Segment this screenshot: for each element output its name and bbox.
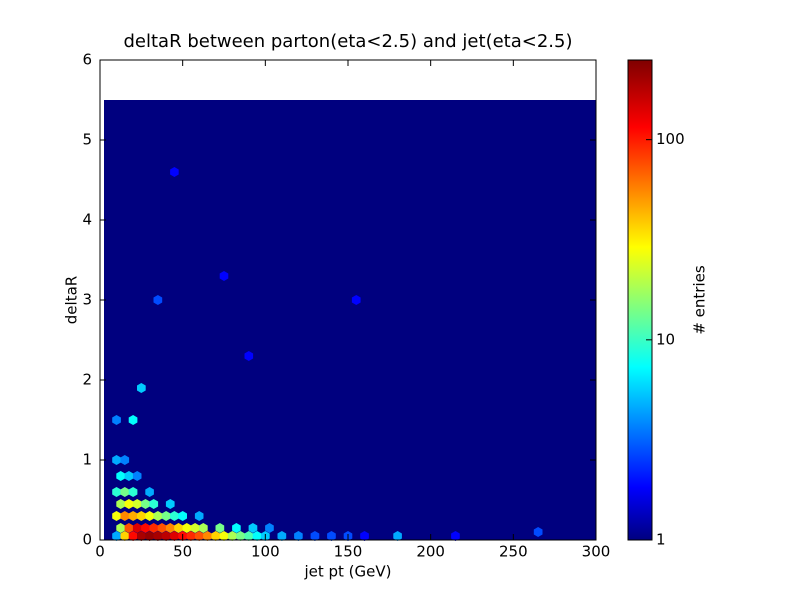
hex-cell: [174, 523, 183, 533]
hex-cell: [116, 499, 125, 509]
x-tick-label: 100: [251, 543, 280, 561]
y-axis-label: deltaR: [63, 276, 81, 324]
y-tick-label: 6: [82, 51, 92, 69]
hex-cell: [128, 415, 138, 425]
hex-cell: [137, 383, 146, 393]
hex-cell: [141, 523, 150, 533]
hex-cell: [178, 511, 187, 521]
hex-cell: [310, 531, 320, 541]
colorbar-tick-label: 1: [656, 531, 666, 549]
hex-cell: [203, 531, 212, 541]
hex-cell: [170, 531, 179, 541]
hex-cell: [351, 295, 361, 305]
hex-cell: [128, 511, 138, 521]
hex-cell: [451, 531, 460, 541]
hex-cell: [132, 523, 142, 533]
x-tick-label: 50: [173, 543, 192, 561]
hex-cell: [153, 295, 163, 305]
hex-cell: [244, 531, 254, 541]
hex-cell: [145, 511, 154, 521]
hex-cell: [116, 471, 125, 481]
x-tick-label: 150: [334, 543, 363, 561]
hex-cell: [277, 531, 287, 541]
hex-cell: [120, 455, 130, 465]
x-axis-label: jet pt (GeV): [303, 563, 391, 581]
hex-cell: [145, 487, 154, 497]
hex-cell: [137, 531, 146, 541]
hex-cell: [194, 531, 204, 541]
hex-background: [104, 100, 596, 540]
hex-cell: [244, 351, 254, 361]
colorbar-tick-label: 10: [656, 330, 675, 348]
hex-cell: [112, 487, 121, 497]
y-tick-label: 0: [82, 531, 92, 549]
hex-cell: [120, 487, 130, 497]
hex-cell: [360, 531, 369, 541]
hex-cell: [170, 511, 179, 521]
hex-cell: [120, 531, 130, 541]
colorbar-tick-label: 100: [656, 130, 685, 148]
x-tick-label: 0: [95, 543, 105, 561]
hex-cell: [170, 167, 179, 177]
hex-cell: [141, 499, 150, 509]
colorbar-label: # entries: [691, 265, 709, 335]
hex-cell: [149, 499, 159, 509]
y-tick-label: 3: [82, 291, 92, 309]
hex-cell: [112, 531, 121, 541]
hex-cell: [153, 531, 163, 541]
hex-cell: [227, 531, 237, 541]
hex-cell: [124, 499, 134, 509]
hex-cell: [252, 531, 262, 541]
hex-cell: [219, 531, 229, 541]
hex-cell: [145, 531, 154, 541]
hex-cell: [182, 523, 192, 533]
hex-cell: [128, 487, 138, 497]
hex-cell: [153, 511, 163, 521]
hex-cell: [124, 471, 134, 481]
hex-cell: [265, 523, 274, 533]
y-tick-label: 5: [82, 131, 92, 149]
hex-cell: [215, 523, 225, 533]
hex-cell: [161, 511, 171, 521]
hex-cell: [157, 523, 167, 533]
hex-cell: [165, 523, 175, 533]
hex-cell: [120, 511, 130, 521]
hex-cell: [393, 531, 402, 541]
x-tick-label: 250: [499, 543, 528, 561]
hex-cell: [165, 499, 175, 509]
hex-cell: [161, 531, 171, 541]
hex-cell: [112, 511, 121, 521]
hex-cell: [186, 531, 196, 541]
hex-cell: [128, 531, 138, 541]
hex-cell: [248, 523, 258, 533]
hex-cell: [132, 499, 142, 509]
hex-cell: [211, 531, 221, 541]
hex-cell: [149, 523, 159, 533]
colorbar: [627, 59, 653, 541]
hex-cell: [236, 531, 245, 541]
hex-cell: [199, 523, 208, 533]
y-tick-label: 4: [82, 211, 92, 229]
hex-cell: [124, 523, 134, 533]
hex-cell: [112, 415, 121, 425]
hex-cell: [116, 523, 125, 533]
y-tick-label: 2: [82, 371, 92, 389]
hex-cell: [219, 271, 229, 281]
hex-cell: [137, 511, 146, 521]
hex-cell: [112, 455, 121, 465]
chart-title: deltaR between parton(eta<2.5) and jet(e…: [124, 31, 573, 52]
hex-cell: [294, 531, 303, 541]
y-tick-label: 1: [82, 451, 92, 469]
x-tick-label: 300: [582, 543, 611, 561]
hex-cell: [327, 531, 336, 541]
hex-cell: [132, 471, 142, 481]
hex-cell: [232, 523, 241, 533]
hex-cell: [194, 511, 204, 521]
hex-cell: [190, 523, 200, 533]
hex-cell: [533, 527, 543, 537]
x-tick-label: 200: [416, 543, 445, 561]
